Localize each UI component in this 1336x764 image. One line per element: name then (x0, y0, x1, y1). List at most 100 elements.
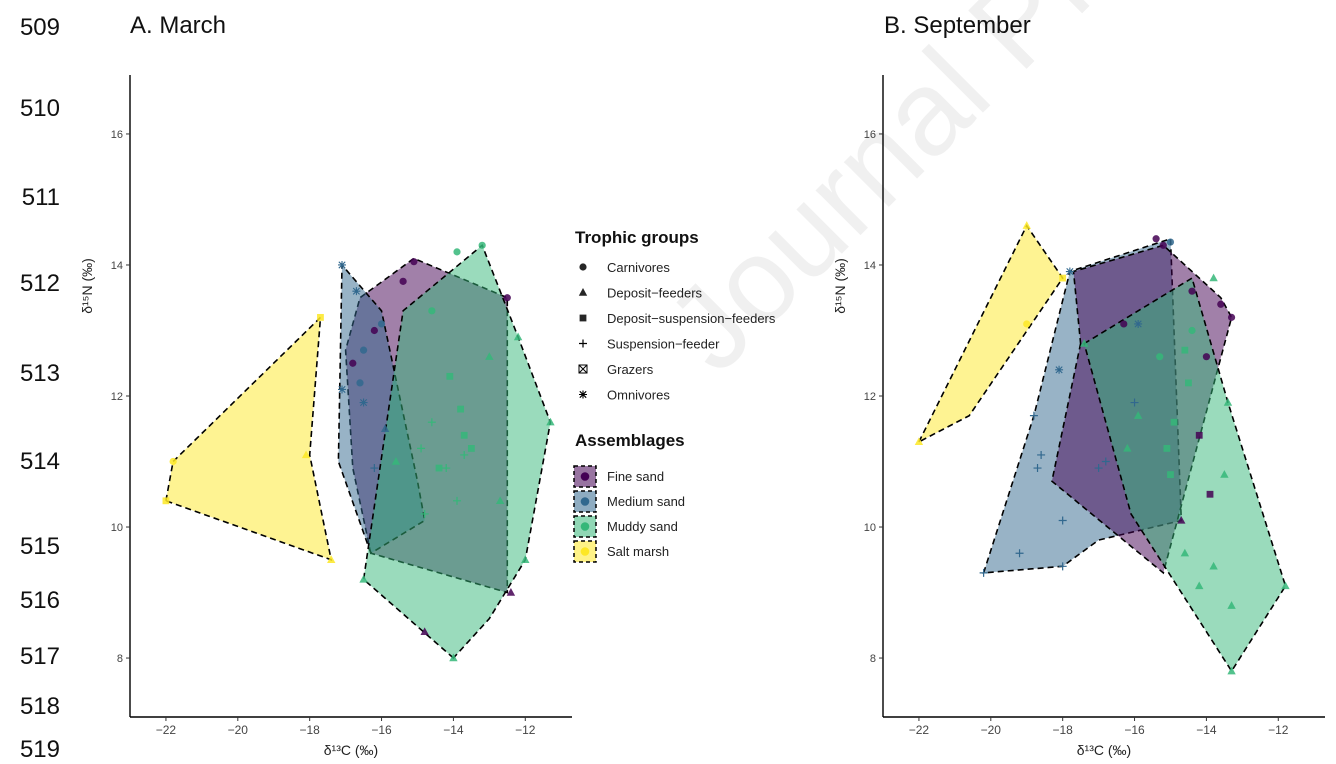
y-tick-label: 14 (111, 260, 123, 272)
legend-trophic-label: Deposit−feeders (607, 286, 703, 301)
data-point (338, 385, 347, 394)
data-point (1209, 561, 1218, 570)
y-tick-label: 16 (864, 129, 876, 141)
data-point (1281, 581, 1290, 590)
line-numbers: 509 510 511 512 513 514 515 516 517 518 519 (0, 0, 100, 764)
data-point (428, 307, 436, 315)
data-point (449, 653, 458, 662)
legend-assemblage-label: Fine sand (607, 469, 664, 484)
data-point (1080, 339, 1089, 347)
data-point (485, 352, 494, 360)
data-point (1195, 581, 1204, 590)
data-point (435, 464, 443, 472)
legend-symbol-boxed-x (578, 364, 588, 374)
legend-assemblage-label: Salt marsh (607, 544, 669, 559)
data-point (349, 359, 357, 367)
hull-salt-marsh (164, 315, 333, 562)
line-number: 515 (19, 533, 60, 560)
data-point (495, 496, 505, 505)
data-point (1101, 457, 1110, 466)
panel-b-plot: 8 10 12 14 16 −22 −20 −18 −16 −14 −12 δ¹³C (‰) δ¹⁵N … (832, 75, 1325, 758)
y-tick-label: 16 (111, 129, 123, 141)
data-point (352, 287, 361, 296)
data-point (1152, 235, 1160, 243)
data-point (1170, 418, 1178, 426)
data-point (427, 418, 436, 427)
data-point (1181, 346, 1189, 354)
data-point (467, 445, 475, 452)
data-point (391, 457, 401, 465)
x-tick-label: −22 (909, 723, 930, 737)
line-number: 513 (19, 360, 60, 387)
data-point (1159, 241, 1167, 249)
data-point (410, 258, 418, 266)
data-point (1094, 464, 1103, 473)
y-axis-label: δ¹⁵N (‰) (79, 258, 95, 314)
data-point (914, 437, 924, 446)
data-point (446, 372, 454, 380)
data-point (1055, 365, 1064, 374)
legend-symbol-plus (579, 339, 587, 348)
data-point (380, 424, 390, 432)
data-point (1120, 320, 1128, 328)
data-point (1123, 443, 1132, 452)
line-number: 511 (21, 184, 60, 211)
data-point (979, 568, 988, 577)
legend-trophic-title: Trophic groups (575, 228, 699, 247)
legend-swatch-dot (580, 522, 590, 531)
data-point (1058, 516, 1067, 525)
y-tick-label: 14 (864, 260, 876, 272)
data-point (359, 346, 368, 354)
legend-symbol-triangle (578, 288, 588, 296)
line-number: 518 (19, 693, 60, 720)
data-point (1223, 398, 1233, 406)
data-point (457, 405, 465, 413)
panel-b-title: B. September (884, 12, 1031, 39)
data-point (377, 320, 386, 328)
legend-symbol-circle (579, 263, 587, 271)
x-tick-label: −20 (228, 723, 249, 737)
data-point (1180, 548, 1190, 557)
data-point (169, 457, 177, 466)
y-tick-label: 12 (864, 391, 876, 403)
legend-symbol-square (579, 314, 587, 322)
data-point (546, 417, 555, 426)
data-point (1065, 267, 1074, 276)
line-number: 514 (19, 448, 60, 475)
data-point (1220, 470, 1229, 478)
data-point (359, 398, 368, 407)
data-point (1037, 450, 1046, 459)
y-tick-label: 8 (870, 653, 876, 665)
data-point (1166, 238, 1175, 246)
data-point (1202, 353, 1211, 361)
legend: Trophic groups Carnivores Deposit−feeders D… (573, 228, 776, 563)
legend-trophic-label: Carnivores (607, 260, 670, 275)
data-point (1185, 379, 1192, 387)
data-point (370, 464, 379, 473)
hull-muddy-sand (1083, 276, 1287, 673)
data-point (359, 574, 368, 583)
data-point (338, 260, 347, 269)
line-number: 516 (19, 587, 60, 614)
panel-a-plot: 8 10 12 14 16 −22 −20 −18 −16 −14 −12 δ¹³C (‰) δ¹⁵N … (79, 75, 572, 758)
x-tick-label: −14 (443, 723, 464, 737)
data-point (506, 588, 516, 596)
legend-trophic-label: Suspension−feeder (607, 337, 720, 352)
data-point (356, 379, 364, 387)
data-point (1188, 326, 1196, 335)
y-tick-label: 12 (111, 391, 123, 403)
x-tick-label: −16 (1124, 723, 1145, 737)
data-point (1195, 431, 1203, 439)
data-point (442, 464, 451, 473)
data-point (1217, 300, 1225, 308)
line-number: 519 (19, 736, 60, 763)
data-point (460, 450, 469, 459)
data-point (162, 497, 170, 505)
data-point (1227, 666, 1236, 675)
y-tick-label: 10 (864, 522, 876, 534)
data-point (478, 241, 486, 249)
data-point (1029, 411, 1038, 420)
data-point (1058, 562, 1067, 571)
data-point (1209, 273, 1218, 282)
